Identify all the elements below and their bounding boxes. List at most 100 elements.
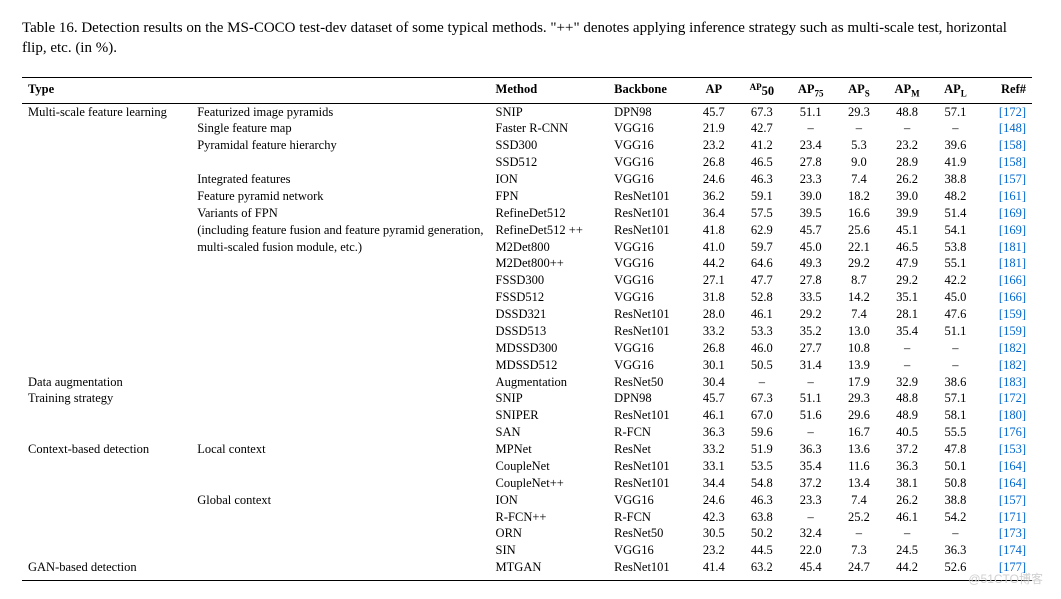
cell-ap75: 23.3 <box>786 492 835 509</box>
cell-ref[interactable]: [173] <box>979 525 1032 542</box>
cell-ref[interactable]: [164] <box>979 475 1032 492</box>
table-row: GAN-based detectionMTGANResNet10141.463.… <box>22 559 1032 580</box>
table-row: Variants of FPNRefineDet512ResNet10136.4… <box>22 205 1032 222</box>
cell-subtype <box>191 559 489 580</box>
cell-ref[interactable]: [169] <box>979 222 1032 239</box>
col-ap: AP <box>690 77 737 103</box>
cell-aps: 18.2 <box>835 188 882 205</box>
cell-type <box>22 205 191 222</box>
cell-ap75: – <box>786 509 835 526</box>
cell-ref[interactable]: [181] <box>979 239 1032 256</box>
col-subtype <box>191 77 489 103</box>
cell-ref[interactable]: [176] <box>979 424 1032 441</box>
cell-ref[interactable]: [164] <box>979 458 1032 475</box>
cell-ap: 28.0 <box>690 306 737 323</box>
table-row: Data augmentationAugmentationResNet5030.… <box>22 374 1032 391</box>
cell-ref[interactable]: [166] <box>979 289 1032 306</box>
cell-backbone: VGG16 <box>608 239 690 256</box>
cell-ref[interactable]: [183] <box>979 374 1032 391</box>
cell-ap: 34.4 <box>690 475 737 492</box>
cell-backbone: DPN98 <box>608 390 690 407</box>
cell-method: SNIP <box>490 103 609 120</box>
cell-method: MDSSD300 <box>490 340 609 357</box>
cell-backbone: VGG16 <box>608 255 690 272</box>
cell-type: Context-based detection <box>22 441 191 458</box>
cell-apl: 36.3 <box>932 542 980 559</box>
cell-ref[interactable]: [159] <box>979 306 1032 323</box>
cell-ref[interactable]: [182] <box>979 340 1032 357</box>
cell-ref[interactable]: [159] <box>979 323 1032 340</box>
cell-ap75: 45.4 <box>786 559 835 580</box>
cell-method: SAN <box>490 424 609 441</box>
cell-backbone: ResNet101 <box>608 222 690 239</box>
cell-apm: 48.8 <box>883 103 932 120</box>
cell-apm: 45.1 <box>883 222 932 239</box>
cell-type: Training strategy <box>22 390 191 407</box>
cell-type <box>22 407 191 424</box>
cell-ap50: 47.7 <box>738 272 787 289</box>
cell-aps: 16.7 <box>835 424 882 441</box>
cell-ap75: 27.7 <box>786 340 835 357</box>
cell-aps: 7.4 <box>835 171 882 188</box>
cell-subtype: Featurized image pyramids <box>191 103 489 120</box>
cell-apm: – <box>883 340 932 357</box>
cell-ap50: 63.2 <box>738 559 787 580</box>
cell-method: FSSD512 <box>490 289 609 306</box>
cell-backbone: ResNet50 <box>608 525 690 542</box>
cell-method: CoupleNet++ <box>490 475 609 492</box>
cell-method: DSSD321 <box>490 306 609 323</box>
cell-ref[interactable]: [180] <box>979 407 1032 424</box>
cell-ap50: 46.0 <box>738 340 787 357</box>
cell-ref[interactable]: [171] <box>979 509 1032 526</box>
cell-aps: 25.2 <box>835 509 882 526</box>
cell-ref[interactable]: [166] <box>979 272 1032 289</box>
cell-ap50: 46.1 <box>738 306 787 323</box>
cell-aps: 29.3 <box>835 390 882 407</box>
cell-backbone: VGG16 <box>608 154 690 171</box>
cell-type: Data augmentation <box>22 374 191 391</box>
cell-aps: 22.1 <box>835 239 882 256</box>
cell-apm: 48.9 <box>883 407 932 424</box>
cell-method: Augmentation <box>490 374 609 391</box>
cell-method: ORN <box>490 525 609 542</box>
cell-backbone: R-FCN <box>608 424 690 441</box>
cell-backbone: ResNet101 <box>608 475 690 492</box>
cell-ref[interactable]: [158] <box>979 137 1032 154</box>
cell-backbone: ResNet50 <box>608 374 690 391</box>
cell-backbone: DPN98 <box>608 103 690 120</box>
cell-type <box>22 289 191 306</box>
cell-ref[interactable]: [153] <box>979 441 1032 458</box>
cell-ref[interactable]: [177] <box>979 559 1032 580</box>
cell-ref[interactable]: [161] <box>979 188 1032 205</box>
cell-ref[interactable]: [174] <box>979 542 1032 559</box>
cell-method: M2Det800++ <box>490 255 609 272</box>
cell-apl: 48.2 <box>932 188 980 205</box>
cell-ref[interactable]: [172] <box>979 390 1032 407</box>
col-aps: APS <box>835 77 882 103</box>
cell-apm: 38.1 <box>883 475 932 492</box>
cell-subtype <box>191 390 489 407</box>
cell-ref[interactable]: [172] <box>979 103 1032 120</box>
cell-method: Faster R-CNN <box>490 120 609 137</box>
cell-apl: 50.8 <box>932 475 980 492</box>
cell-method: RefineDet512 ++ <box>490 222 609 239</box>
table-row: Feature pyramid networkFPNResNet10136.25… <box>22 188 1032 205</box>
cell-ap75: 32.4 <box>786 525 835 542</box>
cell-aps: 13.9 <box>835 357 882 374</box>
cell-aps: 29.2 <box>835 255 882 272</box>
cell-apl: 52.6 <box>932 559 980 580</box>
cell-ref[interactable]: [157] <box>979 171 1032 188</box>
cell-backbone: ResNet101 <box>608 458 690 475</box>
cell-ap75: 27.8 <box>786 272 835 289</box>
cell-ref[interactable]: [182] <box>979 357 1032 374</box>
cell-ref[interactable]: [181] <box>979 255 1032 272</box>
cell-ap: 41.4 <box>690 559 737 580</box>
cell-apl: 45.0 <box>932 289 980 306</box>
table-row: CoupleNet++ResNet10134.454.837.213.438.1… <box>22 475 1032 492</box>
cell-ref[interactable]: [157] <box>979 492 1032 509</box>
table-row: DSSD321ResNet10128.046.129.27.428.147.6[… <box>22 306 1032 323</box>
cell-ref[interactable]: [169] <box>979 205 1032 222</box>
cell-ref[interactable]: [148] <box>979 120 1032 137</box>
cell-subtype <box>191 424 489 441</box>
cell-ref[interactable]: [158] <box>979 154 1032 171</box>
